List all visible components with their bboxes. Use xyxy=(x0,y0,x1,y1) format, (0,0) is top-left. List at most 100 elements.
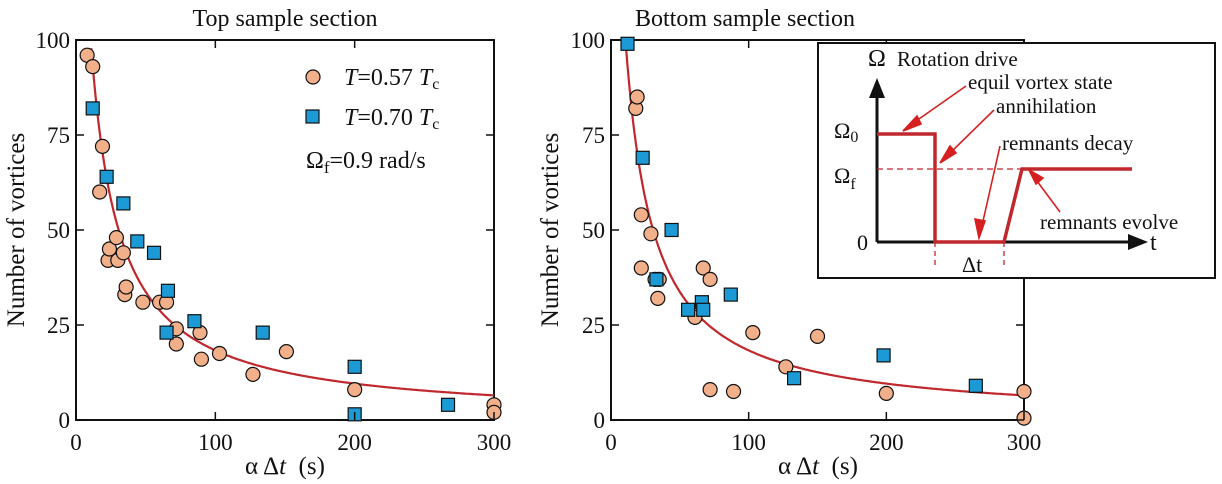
y-tick-label: 75 xyxy=(582,123,605,148)
data-point-square xyxy=(146,245,162,260)
data-point-circle xyxy=(633,207,649,223)
data-point-square xyxy=(160,283,176,298)
data-points xyxy=(620,36,1032,426)
inset-dt-label: Δt xyxy=(962,252,982,277)
data-point-circle xyxy=(108,230,125,246)
data-point-circle xyxy=(118,279,134,295)
inset-annotation-remnants-evolve: remnants evolve xyxy=(1040,210,1178,234)
x-tick-label: 300 xyxy=(1007,430,1042,455)
chart-bottom-sample-section: Bottom sample section 0 100 200 300 0 25 50 75 1… xyxy=(537,6,1041,480)
y-tick-label: 25 xyxy=(47,313,70,338)
data-point-square xyxy=(620,36,635,51)
data-point-circle xyxy=(702,382,718,398)
x-tick-label: 100 xyxy=(198,430,233,455)
data-point-circle xyxy=(278,344,294,360)
legend: T=0.57 Tc T=0.70 Tc Ωf=0.9 rad/s xyxy=(305,65,439,177)
fit-curve xyxy=(90,48,495,397)
inset-omega0-label: Ω0 xyxy=(834,118,858,146)
data-point-square xyxy=(159,325,174,340)
data-point-circle xyxy=(1016,383,1032,400)
data-point-circle xyxy=(135,294,151,310)
omega-f-annotation: Ωf=0.9 rad/s xyxy=(306,148,426,177)
x-tick-label: 200 xyxy=(869,430,904,455)
data-point-circle xyxy=(702,271,718,287)
inset-annotation-equil-vortex-state: equil vortex state xyxy=(968,70,1113,94)
data-point-circle xyxy=(778,359,794,375)
chart-title: Top sample section xyxy=(193,6,378,32)
data-point-circle xyxy=(725,383,742,400)
x-axis-label-unit: (s) xyxy=(286,453,325,480)
x-tick-label: 0 xyxy=(605,430,617,455)
data-point-circle xyxy=(633,260,649,276)
data-point-square xyxy=(347,359,362,374)
chart-title: Bottom sample section xyxy=(635,6,855,32)
data-point-square xyxy=(440,397,456,412)
data-point-square xyxy=(696,302,711,317)
inset-annotation-annihilation: annihilation xyxy=(996,94,1097,118)
x-tick-label: 0 xyxy=(70,430,82,455)
inset-rotation-drive-diagram: Ω t Ω0 Ωf 0 Δt Rotation drive equil vort… xyxy=(817,42,1216,279)
y-tick-label: 25 xyxy=(582,313,605,338)
inset-zero-label: 0 xyxy=(857,230,868,255)
data-point-circle xyxy=(94,138,111,154)
data-point-square xyxy=(876,348,891,363)
data-point-circle xyxy=(643,226,659,242)
data-point-square xyxy=(130,234,145,249)
inset-x-axis-arrowhead xyxy=(1128,234,1148,250)
legend-label-t070: T=0.70 Tc xyxy=(344,105,439,133)
data-point-circle xyxy=(629,89,645,105)
data-point-circle xyxy=(650,290,666,306)
data-point-circle xyxy=(85,58,101,75)
y-tick-label: 50 xyxy=(47,218,70,243)
x-axis-label-alpha-delta: α Δ xyxy=(245,453,279,480)
x-axis-label-t: t xyxy=(279,453,287,480)
chart-top-sample-section: Top sample section 0 100 200 3000255075100 … xyxy=(3,6,511,480)
data-point-square xyxy=(786,371,802,386)
data-point-circle xyxy=(878,385,894,401)
data-point-circle xyxy=(695,260,711,276)
y-tick-label: 100 xyxy=(571,28,606,53)
data-point-circle xyxy=(101,241,118,257)
y-axis-label: Number of vortices xyxy=(537,133,564,327)
data-point-circle xyxy=(745,325,761,341)
y-tick-label: 0 xyxy=(594,408,606,433)
inset-annotation-remnants-decay: remnants decay xyxy=(1002,131,1134,155)
inset-y-axis-arrowhead xyxy=(869,78,885,98)
inset-arrows xyxy=(902,85,1061,241)
data-point-circle xyxy=(809,328,826,344)
plot-area: 0 100 200 300 0 25 50 75 100 xyxy=(571,28,1042,455)
x-tick-label: 300 xyxy=(477,430,512,455)
y-tick-label: 100 xyxy=(36,28,71,53)
arrow-remnants-decay xyxy=(980,145,1001,231)
data-point-square xyxy=(116,196,131,211)
inset-frame xyxy=(817,42,1216,279)
y-axis-label: Number of vortices xyxy=(3,133,30,327)
inset-omegaf-label: Ωf xyxy=(834,163,856,193)
data-point-square xyxy=(99,169,114,184)
plot-frame xyxy=(75,39,495,421)
data-point-square xyxy=(968,378,983,393)
arrowhead-remnants-decay xyxy=(973,217,987,241)
y-tick-label: 0 xyxy=(59,408,71,433)
data-point-circle xyxy=(168,336,184,352)
data-point-square xyxy=(649,272,664,287)
x-tick-label: 100 xyxy=(731,430,766,455)
data-point-square xyxy=(187,314,202,329)
inset-x-axis-label: t xyxy=(1150,230,1157,256)
data-point-square xyxy=(635,150,650,165)
x-axis-label-t: t xyxy=(812,453,820,480)
x-axis-label: α Δt (s) xyxy=(245,453,325,480)
y-tick-label: 50 xyxy=(582,218,605,243)
inset-annotation-rotation-drive: Rotation drive xyxy=(897,47,1018,71)
inset-drive-profile xyxy=(877,132,1132,244)
legend-circle-marker xyxy=(305,69,321,85)
data-points xyxy=(79,47,502,422)
legend-square-marker xyxy=(305,109,320,124)
arrow-annihilation xyxy=(945,109,995,158)
data-point-square xyxy=(255,325,270,340)
data-point-square xyxy=(723,287,738,302)
data-point-circle xyxy=(115,245,131,261)
data-point-square xyxy=(680,302,696,317)
arrowhead-equil-vortex-state xyxy=(902,114,923,132)
